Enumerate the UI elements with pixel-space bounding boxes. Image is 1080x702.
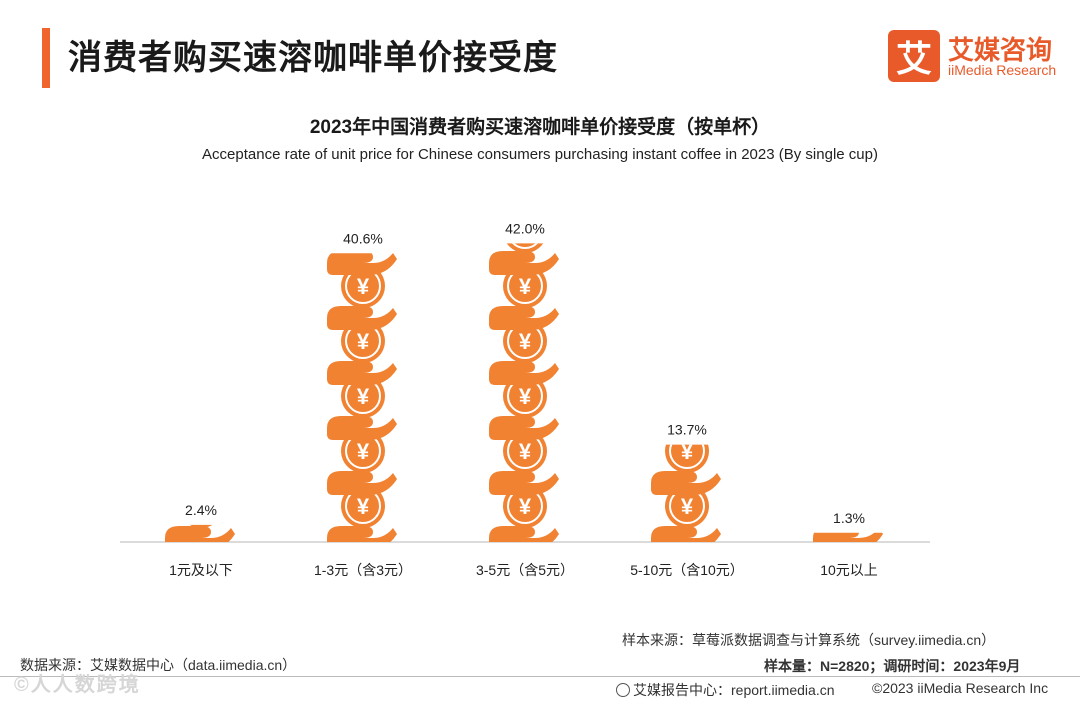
data-source: 数据来源：艾媒数据中心（data.iimedia.cn） — [20, 657, 297, 673]
value-label-5: 1.3% — [833, 510, 865, 526]
title-accent-bar — [42, 28, 50, 88]
bar-chart: ¥ 2.4%40.6%42.0%13.7%1.3% 1元及以下 1-3元（含3元）… — [120, 220, 930, 578]
category-label-2: 1-3元（含3元） — [314, 562, 412, 578]
bar-4 — [650, 444, 722, 543]
globe-icon — [616, 683, 630, 697]
category-label-1: 1元及以下 — [169, 562, 233, 578]
category-label-4: 5-10元（含10元） — [630, 562, 744, 578]
value-label-1: 2.4% — [185, 502, 217, 518]
logo-name-cn: 艾媒咨询 — [948, 35, 1053, 65]
sample-size: 样本量：N=2820；调研时间：2023年9月 — [764, 658, 1021, 674]
watermark: ©人人数跨境 — [14, 674, 141, 696]
value-label-2: 40.6% — [343, 230, 383, 246]
report-center[interactable]: 艾媒报告中心：report.iimedia.cn — [616, 680, 835, 700]
chart-title: 2023年中国消费者购买速溶咖啡单价接受度（按单杯） — [309, 117, 771, 138]
chart-subtitle: Acceptance rate of unit price for Chines… — [202, 146, 878, 163]
bar-1 — [164, 524, 236, 542]
value-label-4: 13.7% — [667, 422, 707, 438]
copyright: ©2023 iiMedia Research Inc — [872, 680, 1049, 696]
page-title: 消费者购买速溶咖啡单价接受度 — [68, 39, 558, 77]
sample-source: 样本来源：草莓派数据调查与计算系统（survey.iimedia.cn） — [622, 632, 996, 648]
category-label-5: 10元以上 — [820, 562, 878, 578]
bar-5 — [812, 532, 884, 542]
category-label-3: 3-5元（含5元） — [476, 562, 574, 578]
logo-name-en: iiMedia Research — [948, 62, 1057, 78]
report-center-label: 艾媒报告中心：report.iimedia.cn — [633, 682, 835, 698]
logo-mark-icon: 艾 — [888, 30, 940, 82]
footer-divider — [0, 676, 1080, 677]
value-label-3: 42.0% — [505, 220, 545, 236]
brand-logo: 艾 艾媒咨询 iiMedia Research — [888, 30, 1068, 82]
